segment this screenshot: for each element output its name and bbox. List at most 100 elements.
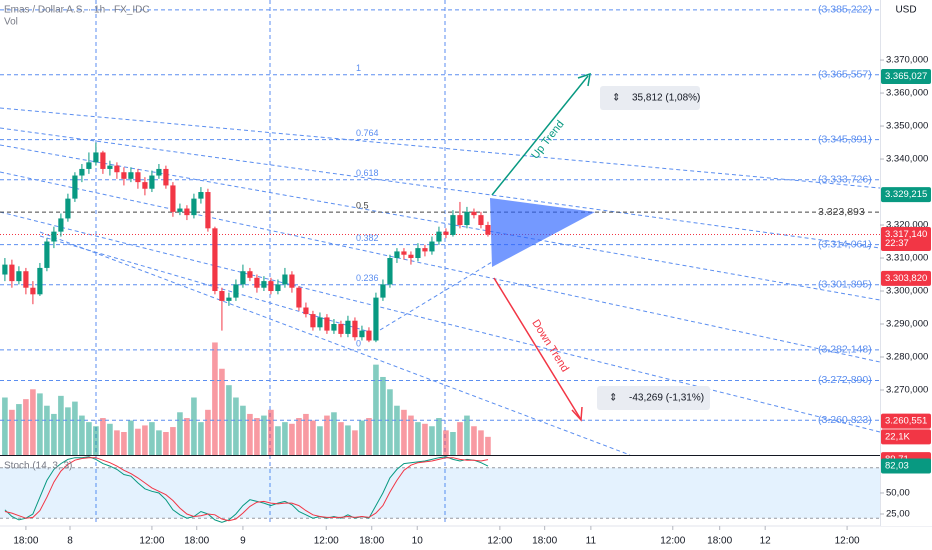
volume-label: 22,1K — [885, 431, 910, 442]
volume-bar — [443, 430, 449, 455]
candle-body — [268, 281, 274, 292]
volume-bar — [247, 413, 253, 455]
volume-bar — [352, 430, 358, 455]
candle-body — [65, 198, 71, 219]
volume-bar — [79, 415, 85, 455]
volume-bar — [135, 428, 141, 455]
volume-bar — [254, 418, 260, 455]
volume-bar — [331, 412, 337, 455]
volume-bar — [51, 413, 57, 455]
volume-bar — [233, 397, 239, 455]
volume-bar — [184, 418, 190, 455]
x-tick-label: 9 — [240, 536, 246, 547]
stoch-band — [0, 467, 880, 519]
volume-bar — [296, 418, 302, 455]
volume-bar — [394, 405, 400, 455]
measure-box — [597, 386, 710, 410]
candle-body — [107, 165, 113, 169]
volume-bar — [373, 364, 379, 455]
price-label: 3.303,820 — [885, 273, 927, 284]
fib-ratio: 1 — [356, 63, 361, 73]
volume-bar — [114, 430, 120, 455]
candle-body — [51, 231, 57, 242]
candle-body — [212, 228, 218, 292]
candle-body — [261, 281, 267, 288]
candle-body — [86, 162, 92, 169]
candle-body — [359, 330, 365, 338]
candle-body — [198, 192, 204, 199]
volume-bar — [198, 422, 204, 455]
volume-bar — [191, 397, 197, 455]
candle-body — [457, 215, 463, 226]
candle-body — [478, 215, 484, 226]
volume-bar — [177, 412, 183, 455]
y-tick-label: 3.290,000 — [886, 319, 928, 330]
candle-body — [464, 211, 470, 226]
candle-body — [352, 320, 358, 338]
y-tick-label: 3.360,000 — [886, 88, 928, 99]
measure-box — [600, 86, 700, 110]
volume-bar — [93, 426, 99, 455]
volume-bar — [387, 389, 393, 455]
stoch-title: Stoch (14, 3, 3) — [4, 461, 72, 472]
volume-bar — [408, 415, 414, 455]
candle-body — [23, 271, 29, 288]
channel-line — [39, 231, 631, 456]
candle-body — [415, 248, 421, 259]
volume-bar — [30, 389, 36, 455]
candle-body — [394, 251, 400, 259]
volume-bar — [268, 409, 274, 455]
candle-body — [37, 267, 43, 295]
volume-bar — [226, 385, 232, 455]
fib-price: (3.345,891) — [818, 133, 872, 145]
candle-body — [317, 317, 323, 328]
x-tick-label: 12:00 — [314, 536, 339, 547]
channel-line — [0, 171, 881, 363]
volume-bar — [436, 418, 442, 455]
price-label-box — [881, 270, 931, 286]
x-tick-label: 12:00 — [835, 536, 860, 547]
price-label-box — [881, 226, 931, 251]
stoch-line — [4, 457, 489, 522]
volume-bar — [212, 342, 218, 455]
candle-body — [387, 258, 393, 285]
fib-price: (3.272,890) — [818, 374, 872, 386]
x-tick-label: 12 — [760, 536, 772, 547]
volume-bar — [429, 426, 435, 455]
candle-body — [436, 231, 442, 242]
x-tick-label: 18:00 — [184, 536, 209, 547]
candle-body — [373, 297, 379, 341]
candle-body — [128, 172, 134, 179]
volume-bar — [282, 422, 288, 455]
candle-body — [2, 264, 8, 275]
volume-bar — [37, 393, 43, 455]
candle-body — [331, 324, 337, 331]
volume-bar — [422, 423, 428, 455]
candle-body — [16, 271, 22, 282]
down-arrow — [493, 277, 581, 419]
volume-bar — [366, 418, 372, 455]
volume-bar — [289, 423, 295, 455]
candle-body — [401, 251, 407, 255]
fib-ratio: 0.618 — [356, 168, 379, 178]
candle-body — [408, 254, 414, 259]
x-tick-label: 10 — [412, 536, 424, 547]
candle-body — [30, 287, 36, 295]
symbol-title: Emas / Dollar A.S. · 1h · FX_IDC — [4, 5, 150, 16]
candle-body — [72, 175, 78, 199]
volume-bar — [86, 422, 92, 455]
volume-bar — [275, 426, 281, 455]
volume-bar — [310, 420, 316, 455]
fib-price: (3.365,557) — [818, 68, 872, 80]
fib-ratio: 0.236 — [356, 273, 379, 283]
price-label-box — [881, 68, 931, 84]
volume-bar — [464, 415, 470, 455]
y-tick-label: 3.350,000 — [886, 121, 928, 132]
volume-bar — [149, 422, 155, 455]
candle-body — [100, 152, 106, 169]
fib-ratio: 0.764 — [356, 128, 379, 138]
stoch-tick-label: 25,00 — [886, 509, 910, 520]
volume-bar — [380, 376, 386, 455]
